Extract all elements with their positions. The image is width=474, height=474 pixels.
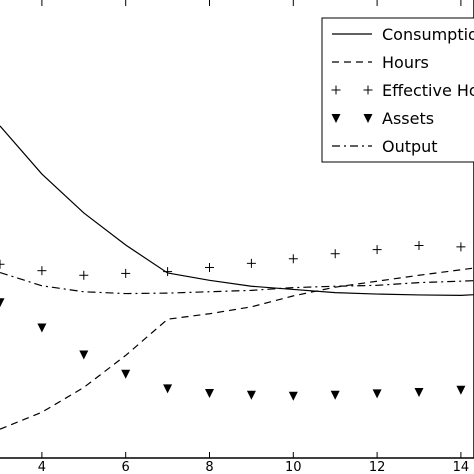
series-effective-hours-point [414,240,424,250]
x-tick-label: 12 [369,460,386,474]
series-assets-point [246,390,256,400]
plot-frame [0,0,474,459]
series-effective-hours-point [205,262,214,272]
legend-entry-assets-label: Assets [382,109,434,128]
series-effective-hours-point [372,245,382,255]
x-tick-label: 6 [122,460,130,474]
legend-entry-assets: Assets [331,109,434,128]
legend-entry-effective-hours-label: Effective Hours [382,81,474,100]
series-effective-hours-point [246,258,256,268]
series-output-line [0,271,474,295]
legend-entry-assets-marker-2 [363,114,373,123]
x-tick-label: 14 [453,460,470,474]
series-effective-hours-point [37,266,47,276]
series-assets-point [205,388,214,398]
series-assets-point [372,389,382,399]
series-effective-hours-point [0,259,5,269]
series-assets-point [0,298,5,308]
series-assets-point [121,369,131,379]
series-assets-point [79,350,89,360]
legend-entry-consumption-label: Consumption [382,25,474,44]
legend-entry-consumption: Consumption [332,25,474,44]
legend-entry-hours: Hours [332,53,429,72]
series-effective-hours-point [456,242,466,252]
legend-entry-output-label: Output [382,137,438,156]
series-assets-point [414,388,424,398]
series-hours-line [0,267,474,430]
series-effective-hours-point [79,270,89,280]
series-assets-point [163,384,173,394]
series-effective-hours-point [121,268,131,278]
series-assets-point [330,390,340,400]
x-tick-label: 8 [205,460,213,474]
legend-entry-assets-marker-1 [331,114,341,123]
legend-entry-hours-label: Hours [382,53,429,72]
series-effective-hours-point [288,254,298,264]
legend-entry-effective-hours-marker-2 [363,85,373,95]
series-assets-point [37,323,47,333]
series-effective-hours-point [330,249,340,259]
legend-box [321,17,474,163]
x-tick-label: 10 [285,460,302,474]
series-assets-point [456,385,466,395]
series-assets-point [288,391,298,401]
legend-entry-effective-hours-marker-1 [331,85,341,95]
series-assets [0,298,466,401]
x-axis: 4 6 8 10 12 14 [38,0,469,474]
series-consumption-line [0,125,474,297]
series-layer [0,125,474,430]
series-effective-hours-point [163,267,173,277]
legend-entry-output: Output [332,137,438,156]
series-effective-hours [0,240,466,280]
legend: Consumption Hours Effective Hours Assets Out… [321,17,474,163]
legend-entry-effective-hours: Effective Hours [331,81,474,100]
x-tick-label: 4 [38,460,46,474]
